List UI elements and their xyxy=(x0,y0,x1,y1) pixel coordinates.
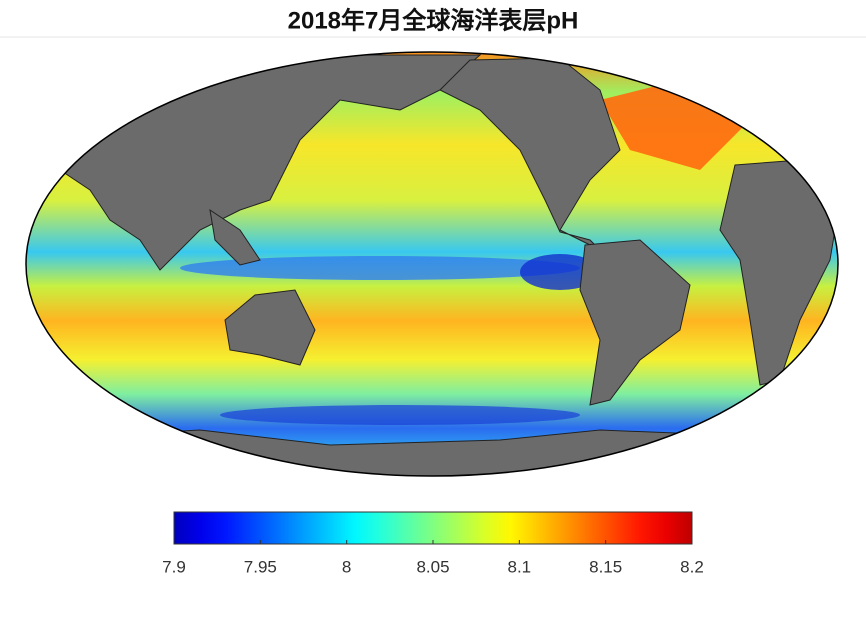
title: 2018年7月全球海洋表层pH xyxy=(288,6,579,34)
colorbar-gradient xyxy=(173,511,693,545)
colorbar-tick-label: 7.95 xyxy=(244,557,277,576)
colorbar-tick-label: 8.2 xyxy=(680,557,704,576)
colorbar: 7.9 7.95 8 8.05 8.1 8.15 8.2 xyxy=(162,511,704,576)
colorbar-tick-label: 8 xyxy=(342,557,351,576)
colorbar-tick-label: 8.05 xyxy=(416,557,449,576)
colorbar-tick-label: 8.1 xyxy=(508,557,532,576)
colorbar-tick-label: 7.9 xyxy=(162,557,186,576)
colorbar-tick-label: 8.15 xyxy=(589,557,622,576)
map-outline xyxy=(25,51,839,477)
